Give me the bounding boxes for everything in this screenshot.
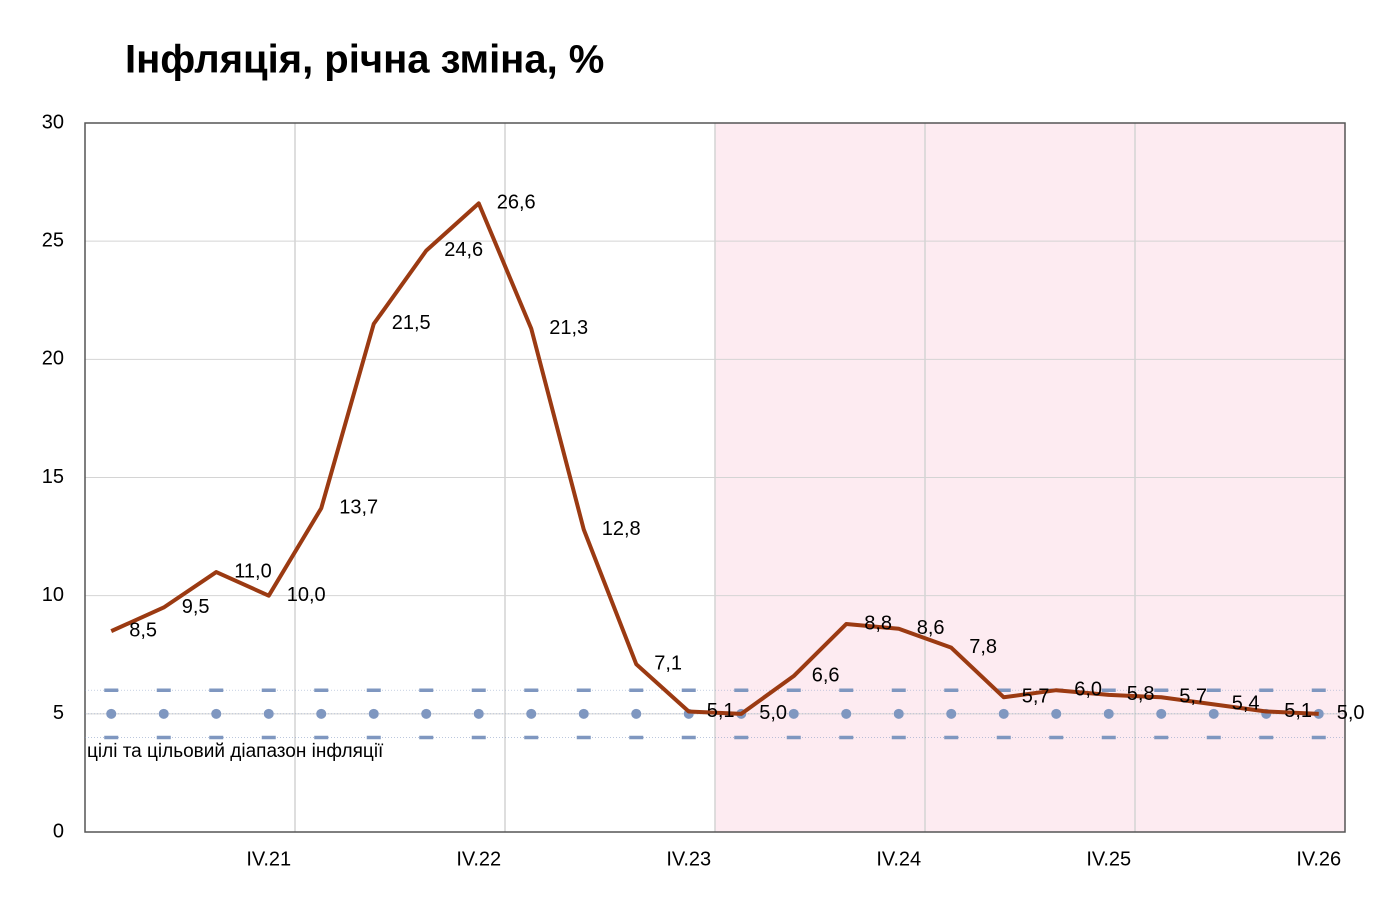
target-dot <box>1156 708 1167 719</box>
target-dot <box>893 708 904 719</box>
target-dot <box>998 708 1009 719</box>
y-tick-label: 30 <box>42 111 64 133</box>
target-dot <box>578 708 589 719</box>
target-dot <box>316 708 327 719</box>
inflation-line <box>110 201 1319 716</box>
target-dot <box>841 708 852 719</box>
target-dot <box>211 708 222 719</box>
target-dot <box>368 708 379 719</box>
target-dot <box>946 708 957 719</box>
data-label: 7,8 <box>969 636 997 658</box>
target-dot <box>263 708 274 719</box>
data-label: 8,6 <box>917 617 945 639</box>
y-tick-label: 5 <box>53 702 64 724</box>
data-label: 7,1 <box>654 652 682 674</box>
data-label: 5,8 <box>1127 683 1155 705</box>
data-label: 8,5 <box>129 619 157 641</box>
x-tick-label: IV.26 <box>1296 848 1341 870</box>
target-dot <box>421 708 432 719</box>
x-tick-label: IV.24 <box>876 848 921 870</box>
data-label: 6,0 <box>1074 678 1102 700</box>
annotation: цілі та цільовий діапазон інфляції <box>87 741 384 762</box>
x-tick-label: IV.22 <box>456 848 501 870</box>
y-tick-label: 20 <box>42 348 64 370</box>
data-label: 5,0 <box>759 702 787 724</box>
y-tick-label: 10 <box>42 584 64 606</box>
data-label: 6,6 <box>812 664 840 686</box>
target-dot <box>158 708 169 719</box>
target-dot <box>106 708 117 719</box>
data-label: 5,0 <box>1337 702 1365 724</box>
data-label: 5,7 <box>1179 686 1207 708</box>
data-label: 5,4 <box>1232 693 1260 715</box>
plot-frame <box>84 122 1346 833</box>
target-dot <box>473 708 484 719</box>
x-tick-label: IV.21 <box>246 848 291 870</box>
target-dot <box>526 708 537 719</box>
target-dot <box>1208 708 1219 719</box>
x-tick-label: IV.23 <box>666 848 711 870</box>
x-tick-label: IV.25 <box>1086 848 1131 870</box>
data-label: 5,7 <box>1022 686 1050 708</box>
target-dot <box>788 708 799 719</box>
y-tick-label: 0 <box>53 820 64 842</box>
data-label: 21,5 <box>392 312 431 334</box>
target-dot <box>631 708 642 719</box>
data-label: 11,0 <box>234 560 271 582</box>
data-label: 8,8 <box>864 612 892 634</box>
y-tick-label: 15 <box>42 466 64 488</box>
target-dot <box>1051 708 1062 719</box>
target-dot <box>1103 708 1114 719</box>
chart-title: Інфляція, річна зміна, % <box>125 38 604 82</box>
data-label: 24,6 <box>444 239 483 261</box>
data-label: 5,1 <box>707 700 735 722</box>
data-label: 9,5 <box>182 596 210 618</box>
data-label: 10,0 <box>287 584 326 606</box>
y-tick-label: 25 <box>42 229 64 251</box>
data-label: 13,7 <box>339 497 378 519</box>
data-label: 5,1 <box>1284 700 1312 722</box>
data-label: 21,3 <box>549 317 588 339</box>
data-label: 12,8 <box>602 518 641 540</box>
data-label: 26,6 <box>497 192 536 214</box>
